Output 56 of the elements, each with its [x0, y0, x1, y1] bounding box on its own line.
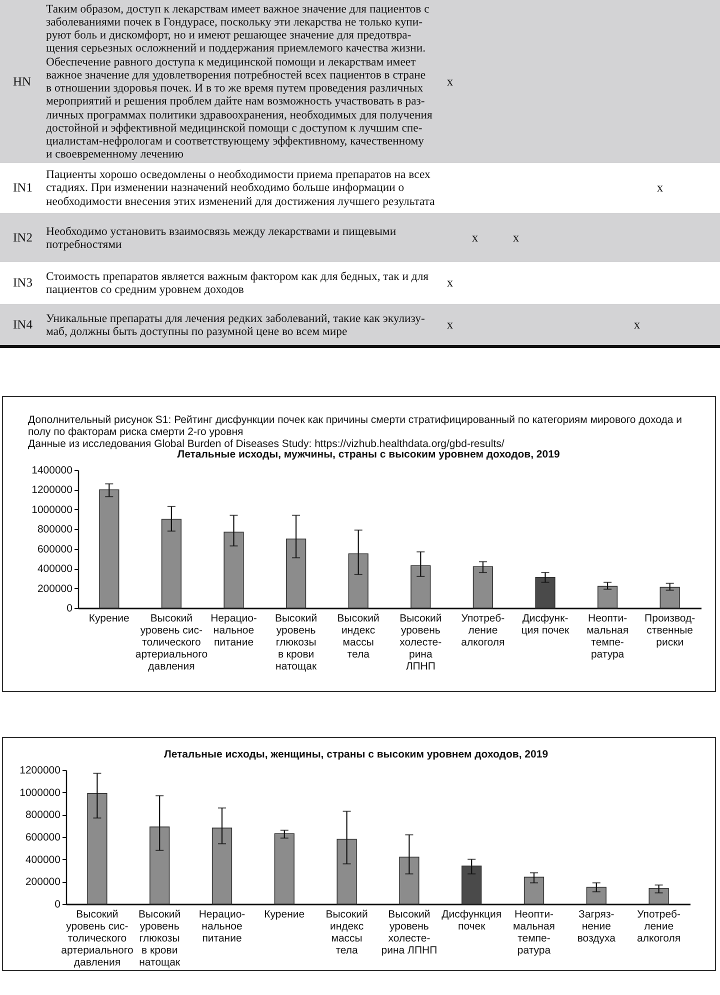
x-tick-label: Употреб- ление алкоголя: [461, 612, 506, 648]
text: x: [472, 230, 478, 245]
x-tick-label: Высокий уровень холесте- рина ЛПНП: [400, 612, 442, 672]
text: x: [634, 317, 640, 332]
x-tick-label: Неопти- мальная темпе- ратура: [513, 908, 555, 956]
y-tick-label: 1400000: [32, 464, 73, 476]
x-tick-label: Нерацио- нальное питание: [210, 612, 258, 648]
text: Необходимо установить взаимосвязь между лекарствами и пищевыми потребностями: [46, 224, 396, 251]
x-tick-label: Высокий уровень глюкозы в крови натощак: [138, 908, 181, 968]
y-tick-label: 0: [66, 602, 73, 614]
text: IN4: [13, 317, 32, 332]
y-tick-label: 800000: [37, 524, 73, 536]
x-tick-label: Высокий уровень глюкозы в крови натощак: [275, 612, 318, 672]
x-tick-label: Производ- ственные риски: [644, 612, 696, 648]
x-tick-label: Высокий уровень сис- толического артериального давления: [61, 908, 134, 968]
text: x: [512, 230, 520, 245]
text: Уникальные препараты для лечения редких заболеваний, такие как экулизу- маб, должны быть доступны по разумной цене во всем мире: [46, 311, 425, 338]
x-tick-label: Употреб- ление алкоголя: [637, 908, 681, 944]
text: Дополнительный рисунок S1: Рейтинг дисфункции почек как причины смерти стратифицированный по категориям мирового дохода и полу по факторам риска смерти 2-го уровня: [28, 414, 682, 438]
chart-title: Летальные исходы, мужчины, страны с высоким уровнем доходов, 2019: [177, 448, 560, 460]
y-tick-label: 800000: [25, 809, 61, 822]
text: HN: [13, 74, 32, 89]
text: Пациенты хорошо осведомлены о необходимости приема препаратов на всех стадиях. При изменении назначений необходимо больше информации о необходимости внесения этих изменений для достижения лучшего результата: [46, 168, 435, 208]
x-tick-label: Дисфункция почек: [442, 908, 502, 932]
text: Стоимость препаратов является важным фактором как для бедных, так и для пациентов со средним уровнем доходов: [46, 270, 429, 296]
x-tick-label: Дисфунк- ция почек: [521, 612, 570, 636]
y-tick-label: 400000: [37, 563, 73, 576]
text: IN1: [13, 180, 32, 196]
y-tick-label: 600000: [25, 832, 61, 844]
x-tick-label: Нерацио- нальное питание: [198, 908, 246, 944]
y-tick-label: 1200000: [32, 484, 73, 496]
text: Данные из исследования Global Burden of Diseases Study: https://vizhub.healthdata.org/gbd-results/: [28, 438, 506, 450]
y-tick-label: 1000000: [20, 786, 61, 799]
x-tick-label: Неопти- мальная темпе- ратура: [586, 612, 629, 660]
x-tick-label: Высокий уровень сис- толического артериального давления: [135, 612, 208, 672]
text: x: [446, 74, 454, 89]
y-tick-label: 1200000: [20, 764, 61, 776]
y-tick-label: 600000: [37, 543, 73, 556]
y-tick-label: 200000: [37, 582, 73, 595]
x-tick-label: Загряз- нение воздуха: [577, 908, 616, 944]
text: IN3: [13, 276, 32, 290]
x-tick-label: Высокий индекс массы тела: [326, 908, 368, 956]
y-tick-label: 1000000: [32, 504, 73, 516]
text: x: [446, 276, 454, 290]
x-tick-label: Высокий уровень холесте- рина ЛПНП: [381, 908, 438, 956]
text: Таким образом, доступ к лекарствам имеет важное значение для пациентов с заболеваниями почек в Гондурасе, поскольку эти лекарства не только купи- руют боль и дискомфорт, но и имеют решающее значение для предотвра- щения серьезных осложнений и поддержания приемлемого качества жизни. Обеспечение равного доступа к медицинской помощи и лекарствам имеет важное значение для удовлетворения потребностей всех пациентов в стране в отношении здоровья почек. И в то же время путем проведения различных мероприятий и решения проблем дайте нам возможность участвовать в раз- личных программах политики здравоохранения, необходимых для получения достойной и эффективной медицинской помощи с доступом к лучшим спе- циалистам-нефрологам и соответствующему эффективному, качественному и своевременному лечению: [46, 2, 432, 161]
chart-title: Летальные исходы, женщины, страны с высоким уровнем доходов, 2019: [164, 748, 548, 760]
x-tick-label: Курение: [88, 612, 130, 624]
text: x: [446, 317, 454, 332]
y-tick-label: 0: [54, 898, 61, 910]
y-tick-label: 200000: [25, 876, 61, 888]
text: IN2: [13, 230, 32, 245]
x-tick-label: Высокий индекс массы тела: [337, 612, 380, 660]
x-tick-label: Курение: [264, 908, 305, 920]
text: x: [656, 180, 664, 196]
y-tick-label: 400000: [25, 854, 61, 866]
